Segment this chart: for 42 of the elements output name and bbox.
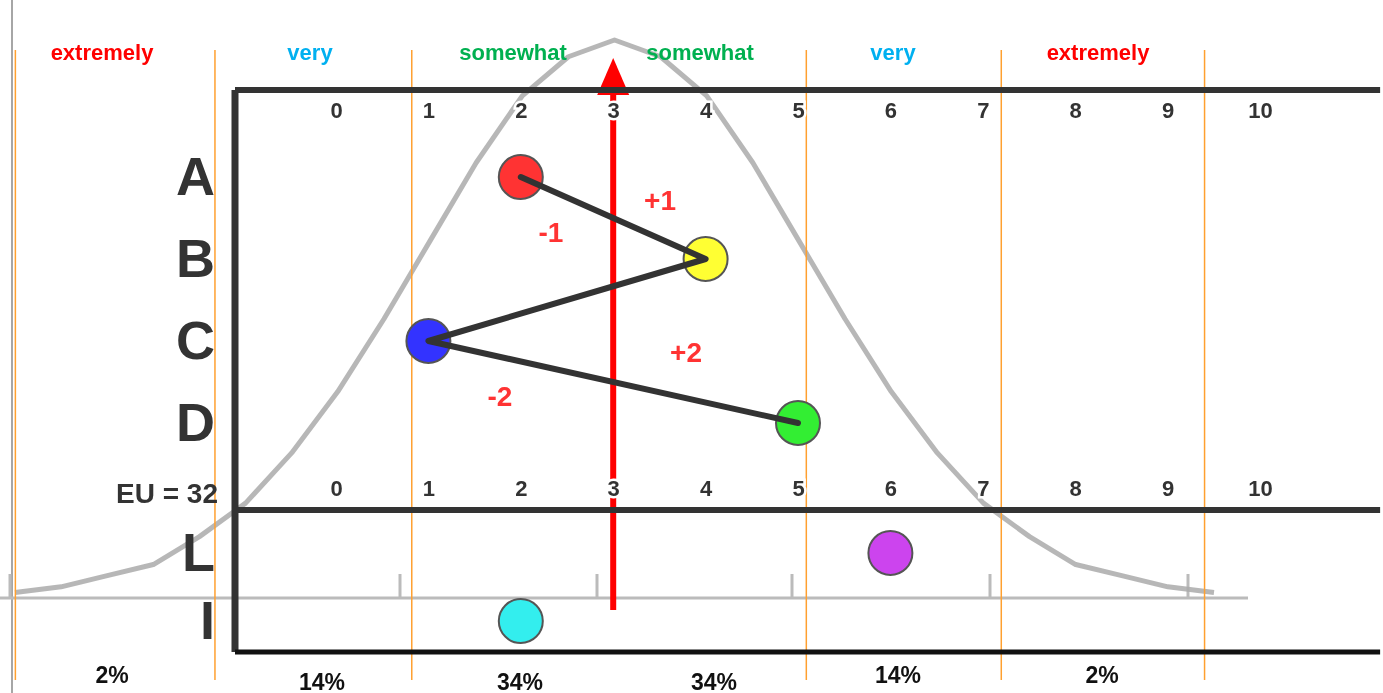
x-tick-label: 10 — [1248, 97, 1273, 123]
x-tick-label: 9 — [1161, 475, 1175, 501]
x-tick-label: 7 — [977, 97, 990, 123]
y-tick-label: I — [199, 589, 215, 650]
text: 14% — [298, 669, 346, 693]
y-tick-label: D — [176, 391, 215, 452]
x-tick-label: 8 — [1069, 475, 1082, 501]
annotation: -1 — [538, 217, 564, 248]
y-tick-label: L — [182, 521, 215, 582]
x-tick-label: 1 — [422, 475, 436, 501]
x-tick-label: 2 — [515, 97, 528, 123]
annotation: +2 — [670, 337, 702, 368]
y-tick-label: A — [176, 145, 215, 206]
annotation: very — [287, 40, 334, 65]
x-tick-label: 9 — [1161, 97, 1175, 123]
x-tick-label: 4 — [699, 475, 713, 501]
x-tick-label: 5 — [792, 475, 805, 501]
x-tick-label: 2 — [515, 475, 528, 501]
text: 34% — [690, 669, 738, 693]
x-tick-label: 10 — [1248, 475, 1273, 501]
annotation: somewhat — [459, 40, 568, 65]
y-tick-label: B — [176, 227, 215, 288]
y-tick-label: C — [176, 309, 215, 370]
annotation: somewhat — [646, 40, 755, 65]
x-tick-label: 6 — [884, 475, 898, 501]
x-tick-label: 0 — [330, 97, 343, 123]
x-tick-label: 5 — [792, 97, 805, 123]
x-tick-label: 4 — [699, 97, 713, 123]
annotation: very — [870, 40, 917, 65]
annotation: extremely — [50, 40, 155, 65]
text: 2% — [95, 662, 129, 688]
x-tick-label: 6 — [884, 97, 898, 123]
text: 34% — [496, 669, 544, 693]
x-tick-label: 1 — [422, 97, 436, 123]
annotation: -2 — [487, 381, 513, 412]
text: 14% — [874, 662, 922, 688]
text: 2% — [1085, 662, 1119, 688]
x-tick-label: 0 — [330, 475, 343, 501]
x-tick-label: 7 — [977, 475, 990, 501]
annotation: +1 — [644, 185, 676, 216]
annotation: extremely — [1046, 40, 1151, 65]
x-tick-label: 8 — [1069, 97, 1082, 123]
